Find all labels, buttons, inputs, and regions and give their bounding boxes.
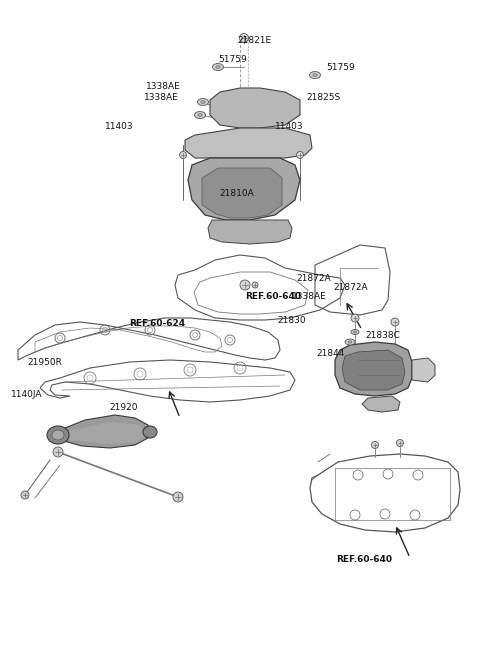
Ellipse shape <box>310 72 321 78</box>
Circle shape <box>391 318 399 326</box>
Polygon shape <box>208 220 292 244</box>
Ellipse shape <box>345 339 355 345</box>
Text: REF.60-624: REF.60-624 <box>130 319 186 328</box>
Polygon shape <box>210 88 300 128</box>
Polygon shape <box>188 158 300 220</box>
Text: 21825S: 21825S <box>306 93 340 102</box>
Polygon shape <box>335 342 412 396</box>
Text: 21872A: 21872A <box>334 283 368 292</box>
Text: 51759: 51759 <box>218 55 247 64</box>
Text: 21844: 21844 <box>317 349 345 358</box>
Polygon shape <box>362 396 400 412</box>
Circle shape <box>173 492 183 502</box>
Ellipse shape <box>351 330 359 334</box>
Polygon shape <box>185 128 312 158</box>
Circle shape <box>297 152 303 158</box>
Text: 21920: 21920 <box>109 403 138 412</box>
Text: 1140JA: 1140JA <box>11 390 42 399</box>
Text: 51759: 51759 <box>326 62 355 72</box>
Ellipse shape <box>197 99 208 106</box>
Circle shape <box>240 34 249 43</box>
Ellipse shape <box>313 74 317 76</box>
Text: 21830: 21830 <box>277 316 306 325</box>
Text: 21872A: 21872A <box>297 274 331 283</box>
Polygon shape <box>65 422 145 444</box>
Circle shape <box>21 491 29 499</box>
Ellipse shape <box>143 426 157 438</box>
Text: 21810A: 21810A <box>219 189 253 198</box>
Polygon shape <box>202 168 282 218</box>
Circle shape <box>252 282 258 288</box>
Circle shape <box>53 447 63 457</box>
Text: 21821E: 21821E <box>238 36 272 45</box>
Ellipse shape <box>201 101 205 103</box>
Text: 1338AE: 1338AE <box>144 93 179 102</box>
Ellipse shape <box>216 66 220 68</box>
Text: 21838C: 21838C <box>366 330 401 340</box>
Ellipse shape <box>52 430 64 440</box>
Text: 1338AE: 1338AE <box>146 82 181 91</box>
Text: 21950R: 21950R <box>28 358 63 367</box>
Polygon shape <box>60 415 148 448</box>
Ellipse shape <box>47 426 69 444</box>
Text: REF.60-640: REF.60-640 <box>336 555 392 564</box>
Ellipse shape <box>198 114 202 116</box>
Text: 11403: 11403 <box>105 122 133 131</box>
Text: 11403: 11403 <box>275 122 303 131</box>
Circle shape <box>180 152 187 158</box>
Circle shape <box>351 314 359 322</box>
Ellipse shape <box>194 112 205 118</box>
Circle shape <box>372 442 379 449</box>
Ellipse shape <box>353 331 357 333</box>
Text: 1338AE: 1338AE <box>292 292 326 302</box>
Circle shape <box>240 280 250 290</box>
Ellipse shape <box>213 64 224 70</box>
Circle shape <box>396 440 404 447</box>
Ellipse shape <box>348 341 352 343</box>
Text: REF.60-640: REF.60-640 <box>245 292 301 302</box>
Polygon shape <box>342 350 405 390</box>
Polygon shape <box>412 358 435 382</box>
